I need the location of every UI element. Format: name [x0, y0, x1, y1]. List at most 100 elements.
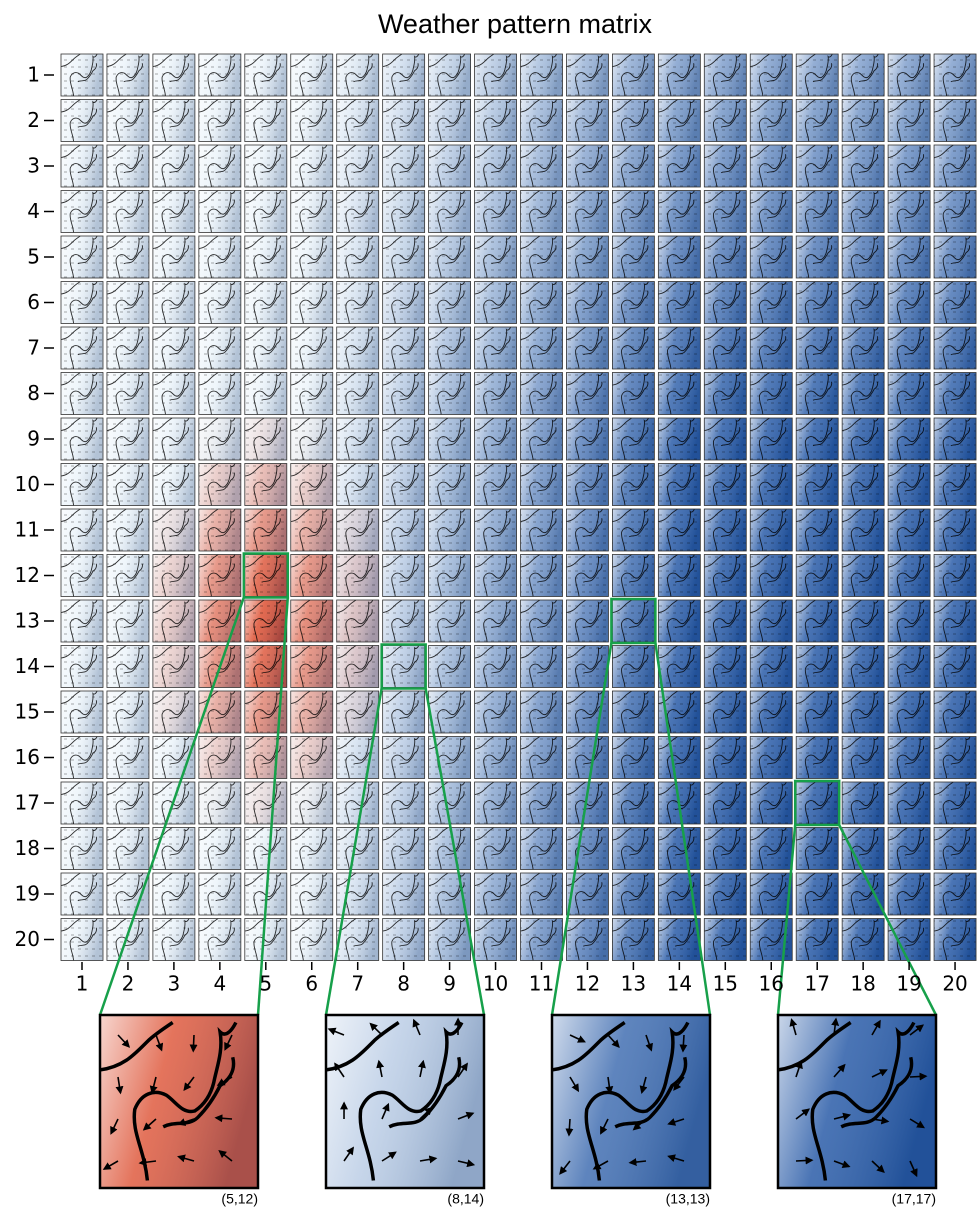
pattern-map: [521, 919, 563, 961]
pattern-map: [888, 373, 930, 415]
pattern-map: [107, 54, 149, 96]
pattern-map: [888, 828, 930, 870]
pattern-map: [704, 327, 746, 369]
pattern-map: [658, 282, 700, 324]
pattern-map: [107, 646, 149, 688]
pattern-map: [153, 828, 195, 870]
inset-label: (17,17): [892, 1191, 936, 1207]
column-label: 8: [397, 972, 410, 996]
pattern-map: [934, 54, 976, 96]
pattern-map: [888, 509, 930, 551]
pattern-map: [337, 373, 379, 415]
pattern-map: [934, 145, 976, 187]
pattern-map: [291, 464, 333, 506]
pattern-map: [429, 236, 471, 278]
pattern-map: [888, 464, 930, 506]
pattern-map: [61, 600, 103, 642]
pattern-map: [153, 54, 195, 96]
pattern-map: [429, 282, 471, 324]
pattern-map: [704, 145, 746, 187]
pattern-map: [658, 236, 700, 278]
pattern-map: [934, 191, 976, 233]
pattern-map: [521, 282, 563, 324]
pattern-map: [475, 782, 517, 824]
row-label: 6: [27, 290, 40, 314]
pattern-map: [199, 919, 241, 961]
row-label: 19: [15, 882, 40, 906]
pattern-map: [704, 600, 746, 642]
pattern-map: [750, 737, 792, 779]
pattern-map: [475, 54, 517, 96]
pattern-map: [429, 145, 471, 187]
pattern-map: [383, 919, 425, 961]
pattern-map: [245, 737, 287, 779]
pattern-map: [658, 145, 700, 187]
pattern-map: [383, 737, 425, 779]
pattern-map: [566, 327, 608, 369]
column-label: 7: [351, 972, 364, 996]
pattern-map: [153, 282, 195, 324]
pattern-map: [521, 646, 563, 688]
pattern-map: [153, 919, 195, 961]
pattern-map: [199, 373, 241, 415]
pattern-map: [61, 691, 103, 733]
pattern-map: [429, 418, 471, 460]
pattern-map: [704, 555, 746, 597]
pattern-map: [291, 54, 333, 96]
pattern-map: [566, 145, 608, 187]
pattern-map: [383, 600, 425, 642]
pattern-map: [337, 145, 379, 187]
pattern-map: [475, 282, 517, 324]
inset-map: [326, 1015, 484, 1188]
pattern-map: [383, 509, 425, 551]
pattern-map: [842, 873, 884, 915]
pattern-map: [107, 509, 149, 551]
pattern-map: [429, 191, 471, 233]
pattern-map: [796, 873, 838, 915]
pattern-map: [612, 555, 654, 597]
pattern-map: [704, 691, 746, 733]
pattern-map: [566, 373, 608, 415]
pattern-map: [934, 236, 976, 278]
column-label: 10: [483, 972, 508, 996]
pattern-map: [566, 646, 608, 688]
pattern-map: [475, 327, 517, 369]
pattern-map: [337, 191, 379, 233]
pattern-map: [337, 282, 379, 324]
column-label: 14: [667, 972, 692, 996]
pattern-map: [337, 464, 379, 506]
pattern-map: [842, 737, 884, 779]
pattern-map: [61, 191, 103, 233]
pattern-map: [796, 555, 838, 597]
pattern-map: [750, 327, 792, 369]
pattern-map: [612, 236, 654, 278]
row-label: 20: [15, 927, 40, 951]
pattern-map: [934, 828, 976, 870]
pattern-map: [888, 646, 930, 688]
pattern-map: [61, 646, 103, 688]
pattern-map: [704, 509, 746, 551]
pattern-map: [429, 100, 471, 142]
pattern-map: [291, 145, 333, 187]
pattern-map: [61, 327, 103, 369]
pattern-map: [566, 282, 608, 324]
pattern-map: [199, 873, 241, 915]
pattern-map: [475, 464, 517, 506]
pattern-map: [612, 418, 654, 460]
inset-label: (8,14): [447, 1191, 484, 1207]
pattern-map: [842, 600, 884, 642]
pattern-map: [383, 646, 425, 688]
pattern-map: [291, 919, 333, 961]
pattern-map: [566, 54, 608, 96]
pattern-map: [383, 873, 425, 915]
inset-label: (13,13): [666, 1191, 710, 1207]
pattern-map: [521, 737, 563, 779]
pattern-map: [934, 782, 976, 824]
pattern-map: [842, 54, 884, 96]
pattern-map: [107, 236, 149, 278]
pattern-map: [704, 282, 746, 324]
pattern-map: [750, 282, 792, 324]
pattern-map: [934, 509, 976, 551]
pattern-map: [475, 646, 517, 688]
pattern-map: [291, 236, 333, 278]
